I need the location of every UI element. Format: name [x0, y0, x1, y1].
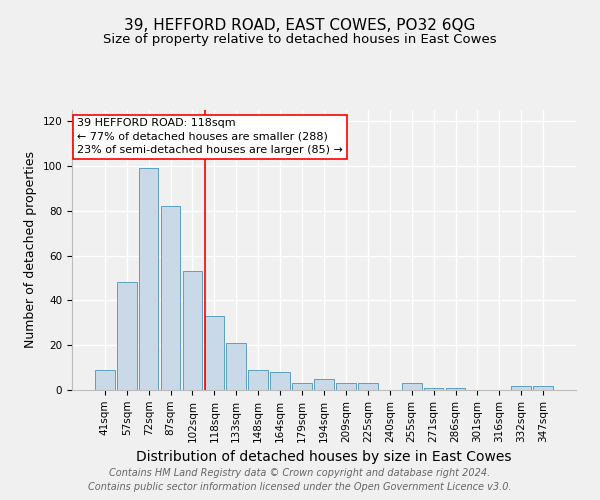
Y-axis label: Number of detached properties: Number of detached properties	[24, 152, 37, 348]
Text: Size of property relative to detached houses in East Cowes: Size of property relative to detached ho…	[103, 32, 497, 46]
Bar	[205, 316, 224, 390]
Text: Contains HM Land Registry data © Crown copyright and database right 2024.: Contains HM Land Registry data © Crown c…	[109, 468, 491, 477]
Text: Contains public sector information licensed under the Open Government Licence v3: Contains public sector information licen…	[88, 482, 512, 492]
Bar	[139, 168, 158, 390]
Bar	[182, 272, 202, 390]
Bar	[424, 388, 443, 390]
Bar	[292, 384, 312, 390]
Bar	[511, 386, 531, 390]
Bar	[95, 370, 115, 390]
Bar	[226, 343, 246, 390]
Bar	[248, 370, 268, 390]
Bar	[533, 386, 553, 390]
Bar	[358, 384, 378, 390]
Bar	[270, 372, 290, 390]
Bar	[117, 282, 137, 390]
X-axis label: Distribution of detached houses by size in East Cowes: Distribution of detached houses by size …	[136, 450, 512, 464]
Bar	[161, 206, 181, 390]
Bar	[402, 384, 422, 390]
Bar	[314, 379, 334, 390]
Text: 39 HEFFORD ROAD: 118sqm
← 77% of detached houses are smaller (288)
23% of semi-d: 39 HEFFORD ROAD: 118sqm ← 77% of detache…	[77, 118, 343, 155]
Bar	[446, 388, 466, 390]
Bar	[336, 384, 356, 390]
Text: 39, HEFFORD ROAD, EAST COWES, PO32 6QG: 39, HEFFORD ROAD, EAST COWES, PO32 6QG	[124, 18, 476, 32]
